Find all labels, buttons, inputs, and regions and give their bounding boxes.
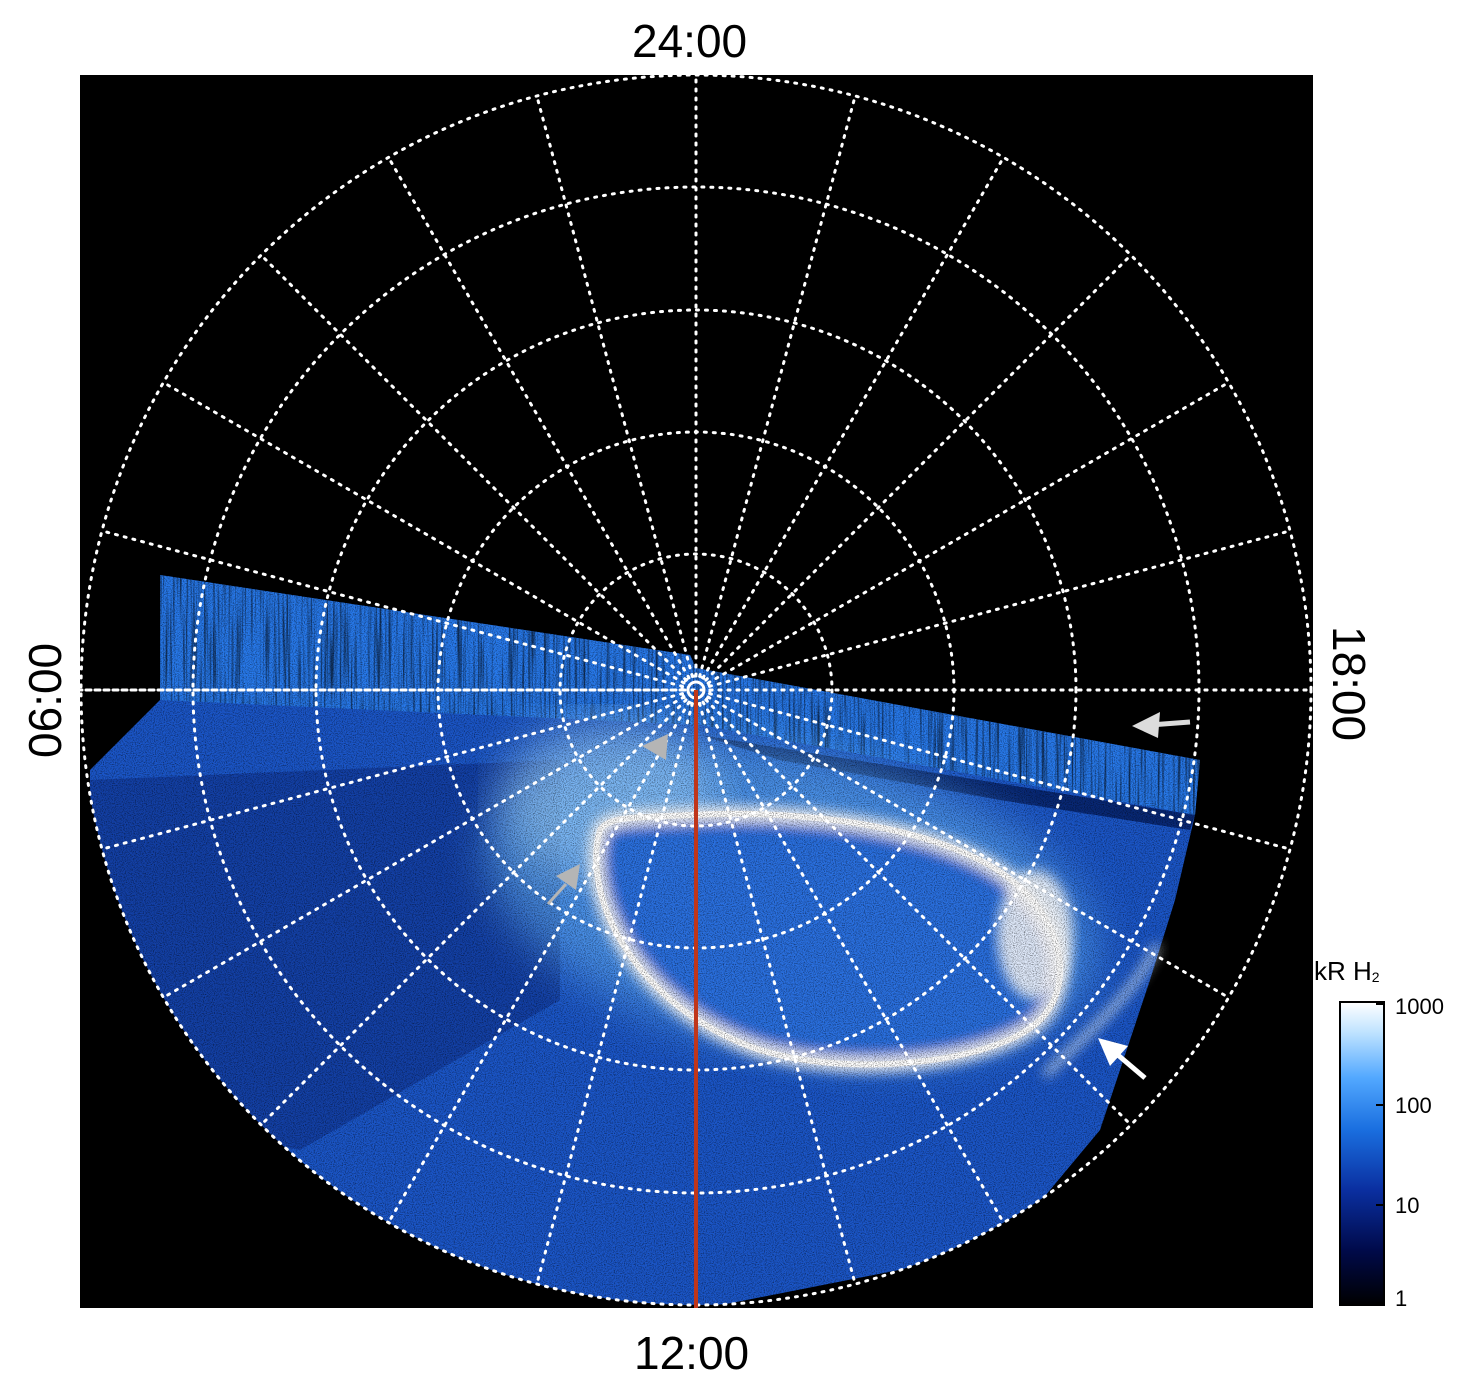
colorbar-title: kR H2 bbox=[1314, 956, 1380, 987]
colorbar-tick-1: 1 bbox=[1395, 1286, 1408, 1311]
local-time-label-bottom: 12:00 bbox=[634, 1327, 750, 1379]
grid-spoke bbox=[698, 94, 857, 678]
grid-spoke bbox=[387, 155, 691, 680]
colorbar-title-subscript: 2 bbox=[1371, 969, 1380, 985]
grid-spoke bbox=[387, 700, 691, 1225]
arrow-white-dusk-top bbox=[1132, 712, 1191, 738]
arrow-grey-lower bbox=[546, 864, 580, 906]
grid-spoke bbox=[535, 94, 694, 678]
grid-spoke bbox=[701, 155, 1005, 680]
grid-spoke bbox=[708, 692, 1292, 851]
colorbar-gradient bbox=[1339, 1001, 1385, 1306]
colorbar-tick-100: 100 bbox=[1395, 1093, 1432, 1118]
colorbar bbox=[1339, 1001, 1385, 1306]
grid-spoke bbox=[704, 698, 1133, 1127]
grid-spoke bbox=[100, 692, 684, 851]
colorbar-tick-10: 10 bbox=[1395, 1193, 1420, 1218]
colorbar-title-main: kR H bbox=[1314, 956, 1372, 986]
grid-spoke bbox=[704, 253, 1133, 682]
grid-spoke bbox=[708, 529, 1292, 688]
grid-spoke bbox=[535, 702, 694, 1286]
arrow-white-dusk-bottom bbox=[1098, 1038, 1147, 1080]
local-time-label-top: 24:00 bbox=[632, 15, 748, 67]
grid-spoke bbox=[706, 695, 1231, 999]
grid-spoke bbox=[161, 695, 686, 999]
grid-spoke bbox=[100, 529, 684, 688]
local-time-label-right: 18:00 bbox=[1323, 626, 1375, 742]
grid-spoke bbox=[259, 253, 688, 682]
colorbar-tick-1000: 1000 bbox=[1395, 994, 1444, 1019]
grid-spoke bbox=[706, 381, 1231, 685]
grid-spoke bbox=[698, 702, 857, 1286]
grid-spoke bbox=[701, 700, 1005, 1225]
grid-spoke bbox=[259, 698, 688, 1127]
grid-spoke bbox=[161, 381, 686, 685]
arrow-grey-upper bbox=[642, 734, 668, 760]
local-time-label-left: 06:00 bbox=[19, 642, 71, 758]
